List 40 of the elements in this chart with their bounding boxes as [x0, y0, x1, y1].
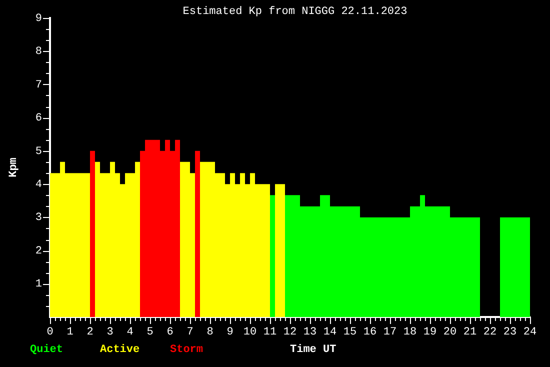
x-tick-label: 1: [66, 326, 74, 339]
y-tick-label: 7: [35, 79, 42, 92]
y-axis-title: Kpm: [8, 157, 20, 178]
y-tick-label: 5: [35, 146, 42, 158]
x-tick-label: 12: [283, 326, 297, 339]
x-tick-label: 14: [323, 326, 337, 339]
x-tick-label: 17: [383, 326, 397, 339]
text: Quiet: [30, 344, 64, 356]
x-tick-label: 5: [146, 326, 154, 339]
x-tick-label: 23: [503, 326, 517, 339]
x-tick-label: 16: [363, 326, 377, 339]
x-tick-label: 0: [46, 326, 54, 339]
y-tick-label: 6: [35, 112, 42, 125]
x-tick-label: 7: [186, 326, 194, 339]
y-tick-label: 1: [35, 278, 42, 291]
x-tick-label: 15: [343, 326, 357, 339]
x-tick-label: 24: [523, 326, 537, 339]
x-tick-label: 20: [443, 326, 457, 339]
x-tick-label: 6: [166, 326, 174, 339]
y-tick-label: 4: [35, 179, 42, 192]
x-tick-label: 22: [483, 326, 497, 339]
x-tick-label: 2: [86, 326, 94, 339]
x-tick-label: 10: [243, 326, 257, 339]
x-tick-label: 21: [463, 326, 477, 339]
x-tick-label: 4: [126, 326, 134, 339]
x-tick-label: 11: [263, 326, 277, 339]
y-tick-label: 2: [35, 245, 42, 258]
x-tick-label: 3: [106, 326, 114, 339]
chart-title: Estimated Kp from NIGGG 22.11.2023: [182, 6, 408, 18]
x-tick-label: 13: [303, 326, 317, 339]
y-tick-label: 8: [35, 46, 42, 58]
x-tick-label: 18: [403, 326, 417, 339]
x-tick-label: 8: [206, 326, 214, 339]
text: Storm: [170, 344, 204, 356]
text: Active: [100, 344, 140, 356]
x-tick-label: 19: [423, 326, 437, 339]
y-tick-label: 3: [35, 212, 42, 224]
x-tick-label: 9: [226, 326, 234, 339]
y-tick-label: 9: [35, 12, 42, 25]
x-axis-title: Time UT: [290, 344, 337, 356]
